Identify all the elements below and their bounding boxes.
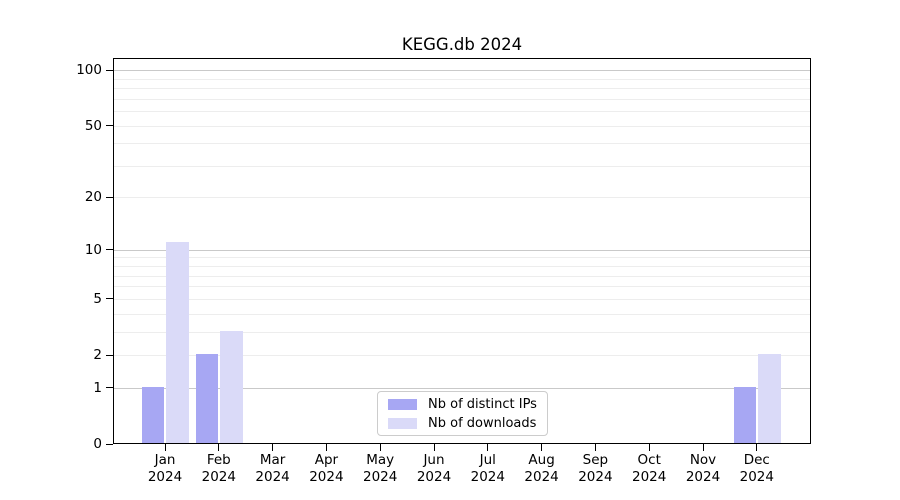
x-tick-label: Oct 2024 [632,452,667,485]
x-tick [541,444,543,451]
major-gridline [114,387,810,389]
minor-gridline [114,331,810,333]
bar-feb-distinct-ips [195,354,218,443]
plot-area [113,58,811,444]
x-tick-label: Jan 2024 [147,452,183,485]
minor-gridline [114,286,810,288]
bar-dec-downloads [757,354,781,443]
minor-gridline [114,275,810,277]
minor-gridline [114,143,810,145]
minor-gridline [114,98,810,100]
legend-entry-distinct-ips: Nb of distinct IPs [388,397,537,412]
x-tick [594,444,596,451]
y-tick [106,196,113,198]
x-tick-label: Nov 2024 [685,452,721,485]
x-tick-label: Sep 2024 [578,452,613,485]
y-tick-label: 100 [76,62,102,79]
y-tick-label: 20 [84,189,102,206]
x-tick [325,444,327,451]
legend-swatch-distinct-ips [388,398,417,410]
y-tick [106,125,113,127]
x-tick-label: Jun 2024 [416,452,452,485]
y-tick [106,443,113,445]
x-tick [164,444,166,451]
minor-gridline [114,355,810,356]
x-tick [272,444,274,451]
x-tick-label: Jul 2024 [470,452,505,485]
y-tick-label: 2 [93,347,102,363]
y-tick-label: 5 [93,290,102,307]
x-tick [218,444,220,451]
major-gridline [114,249,810,251]
y-tick-label: 1 [93,379,102,396]
major-gridline [114,70,810,72]
y-tick-label: 0 [93,436,102,452]
x-tick-label: Apr 2024 [309,452,344,485]
minor-gridline [114,125,810,127]
legend-label-downloads: Nb of downloads [428,415,537,431]
y-tick [106,298,113,300]
legend-entry-downloads: Nb of downloads [388,416,537,431]
chart-title: KEGG.db 2024 [401,35,523,54]
bar-jan-downloads [166,241,189,443]
bar-dec-distinct-ips [733,386,756,443]
x-tick-label: Feb 2024 [201,452,236,485]
y-tick [106,354,113,356]
legend-swatch-downloads [388,417,417,429]
x-tick-label: Mar 2024 [255,452,290,485]
y-tick [106,387,113,389]
minor-gridline [114,298,810,300]
y-tick-label: 10 [84,241,102,258]
minor-gridline [114,197,810,199]
x-tick-label: May 2024 [363,452,398,485]
legend: Nb of distinct IPs Nb of downloads [377,391,548,436]
x-tick [487,444,489,451]
minor-gridline [114,313,810,315]
y-tick-label: 50 [84,117,102,134]
x-tick [648,444,650,451]
minor-gridline [114,88,810,90]
x-tick [756,444,758,451]
minor-gridline [114,266,810,268]
y-tick [106,249,113,251]
bar-feb-downloads [219,330,243,443]
x-tick-label: Aug 2024 [524,452,559,485]
x-tick-label: Dec 2024 [739,452,774,485]
minor-gridline [114,111,810,113]
x-tick [433,444,435,451]
x-tick [702,444,704,451]
minor-gridline [114,257,810,259]
minor-gridline [114,78,810,80]
minor-gridline [114,165,810,167]
x-tick [379,444,381,451]
bar-jan-distinct-ips [142,386,164,443]
y-tick [106,69,113,71]
legend-label-distinct-ips: Nb of distinct IPs [428,396,537,412]
